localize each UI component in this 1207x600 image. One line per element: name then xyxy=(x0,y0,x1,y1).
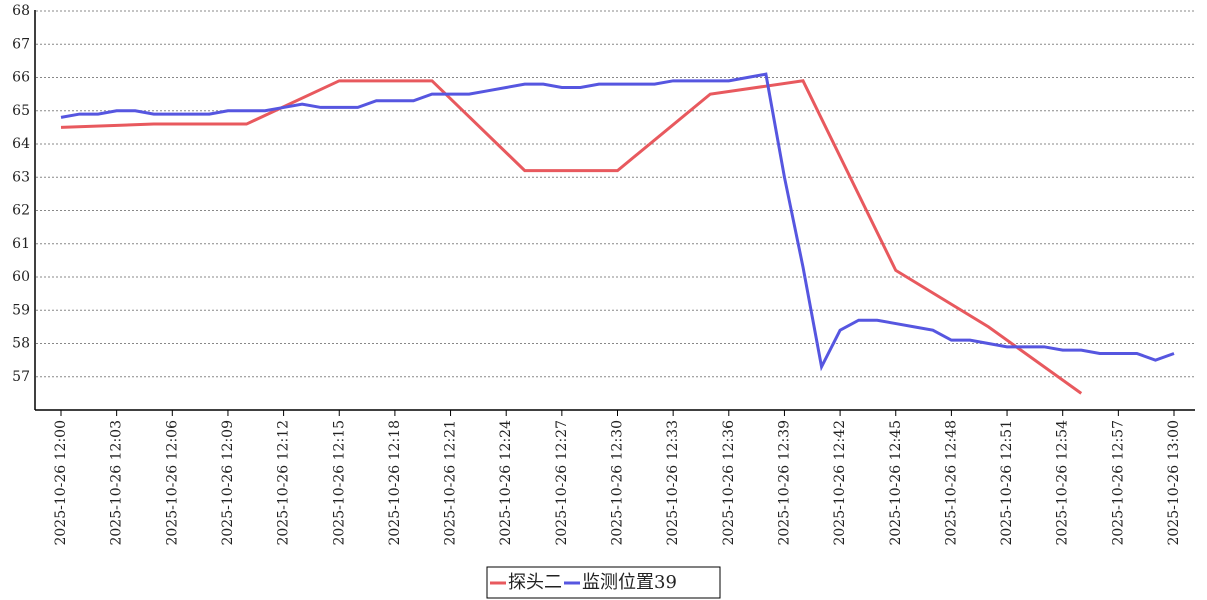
x-tick-label: 2025-10-26 12:30 xyxy=(610,420,626,546)
x-tick-label: 2025-10-26 12:45 xyxy=(888,420,904,546)
y-tick-label: 67 xyxy=(12,36,30,52)
x-tick-label: 2025-10-26 12:57 xyxy=(1110,420,1126,546)
x-tick-label: 2025-10-26 12:48 xyxy=(943,420,959,546)
x-tick-label: 2025-10-26 12:36 xyxy=(721,420,737,546)
x-tick-label: 2025-10-26 12:18 xyxy=(387,420,403,546)
x-tick-label: 2025-10-26 12:03 xyxy=(109,420,125,546)
x-tick-label: 2025-10-26 12:06 xyxy=(164,420,180,546)
y-tick-label: 60 xyxy=(12,269,30,285)
x-tick-label: 2025-10-26 12:39 xyxy=(776,420,792,546)
y-tick-label: 61 xyxy=(12,236,30,252)
x-tick-label: 2025-10-26 12:24 xyxy=(498,420,514,546)
y-tick-label: 63 xyxy=(12,169,30,185)
y-tick-label: 68 xyxy=(12,3,30,19)
y-tick-label: 64 xyxy=(12,136,30,152)
x-tick-label: 2025-10-26 12:12 xyxy=(276,420,292,546)
x-tick-label: 2025-10-26 12:15 xyxy=(331,420,347,546)
series-line xyxy=(60,72,1175,372)
x-tick-label: 2025-10-26 12:21 xyxy=(443,420,459,546)
y-tick-label: 62 xyxy=(12,203,30,219)
y-tick-label: 66 xyxy=(12,70,30,86)
legend-label: 监测位置39 xyxy=(582,572,677,593)
y-tick-label: 58 xyxy=(12,336,30,352)
y-tick-label: 59 xyxy=(12,302,30,318)
x-tick-label: 2025-10-26 12:27 xyxy=(554,420,570,546)
series-line xyxy=(60,79,1083,395)
legend-label: 探头二 xyxy=(508,572,562,593)
x-tick-label: 2025-10-26 12:00 xyxy=(53,420,69,546)
x-tick-label: 2025-10-26 12:51 xyxy=(999,420,1015,546)
x-tick-label: 2025-10-26 12:33 xyxy=(665,420,681,546)
x-tick-label: 2025-10-26 12:54 xyxy=(1055,420,1071,546)
y-tick-label: 57 xyxy=(12,369,30,385)
x-tick-label: 2025-10-26 13:00 xyxy=(1166,420,1182,546)
x-tick-label: 2025-10-26 12:42 xyxy=(832,420,848,546)
y-tick-label: 65 xyxy=(12,103,30,119)
x-tick-label: 2025-10-26 12:09 xyxy=(220,420,236,546)
legend-box xyxy=(486,566,721,599)
